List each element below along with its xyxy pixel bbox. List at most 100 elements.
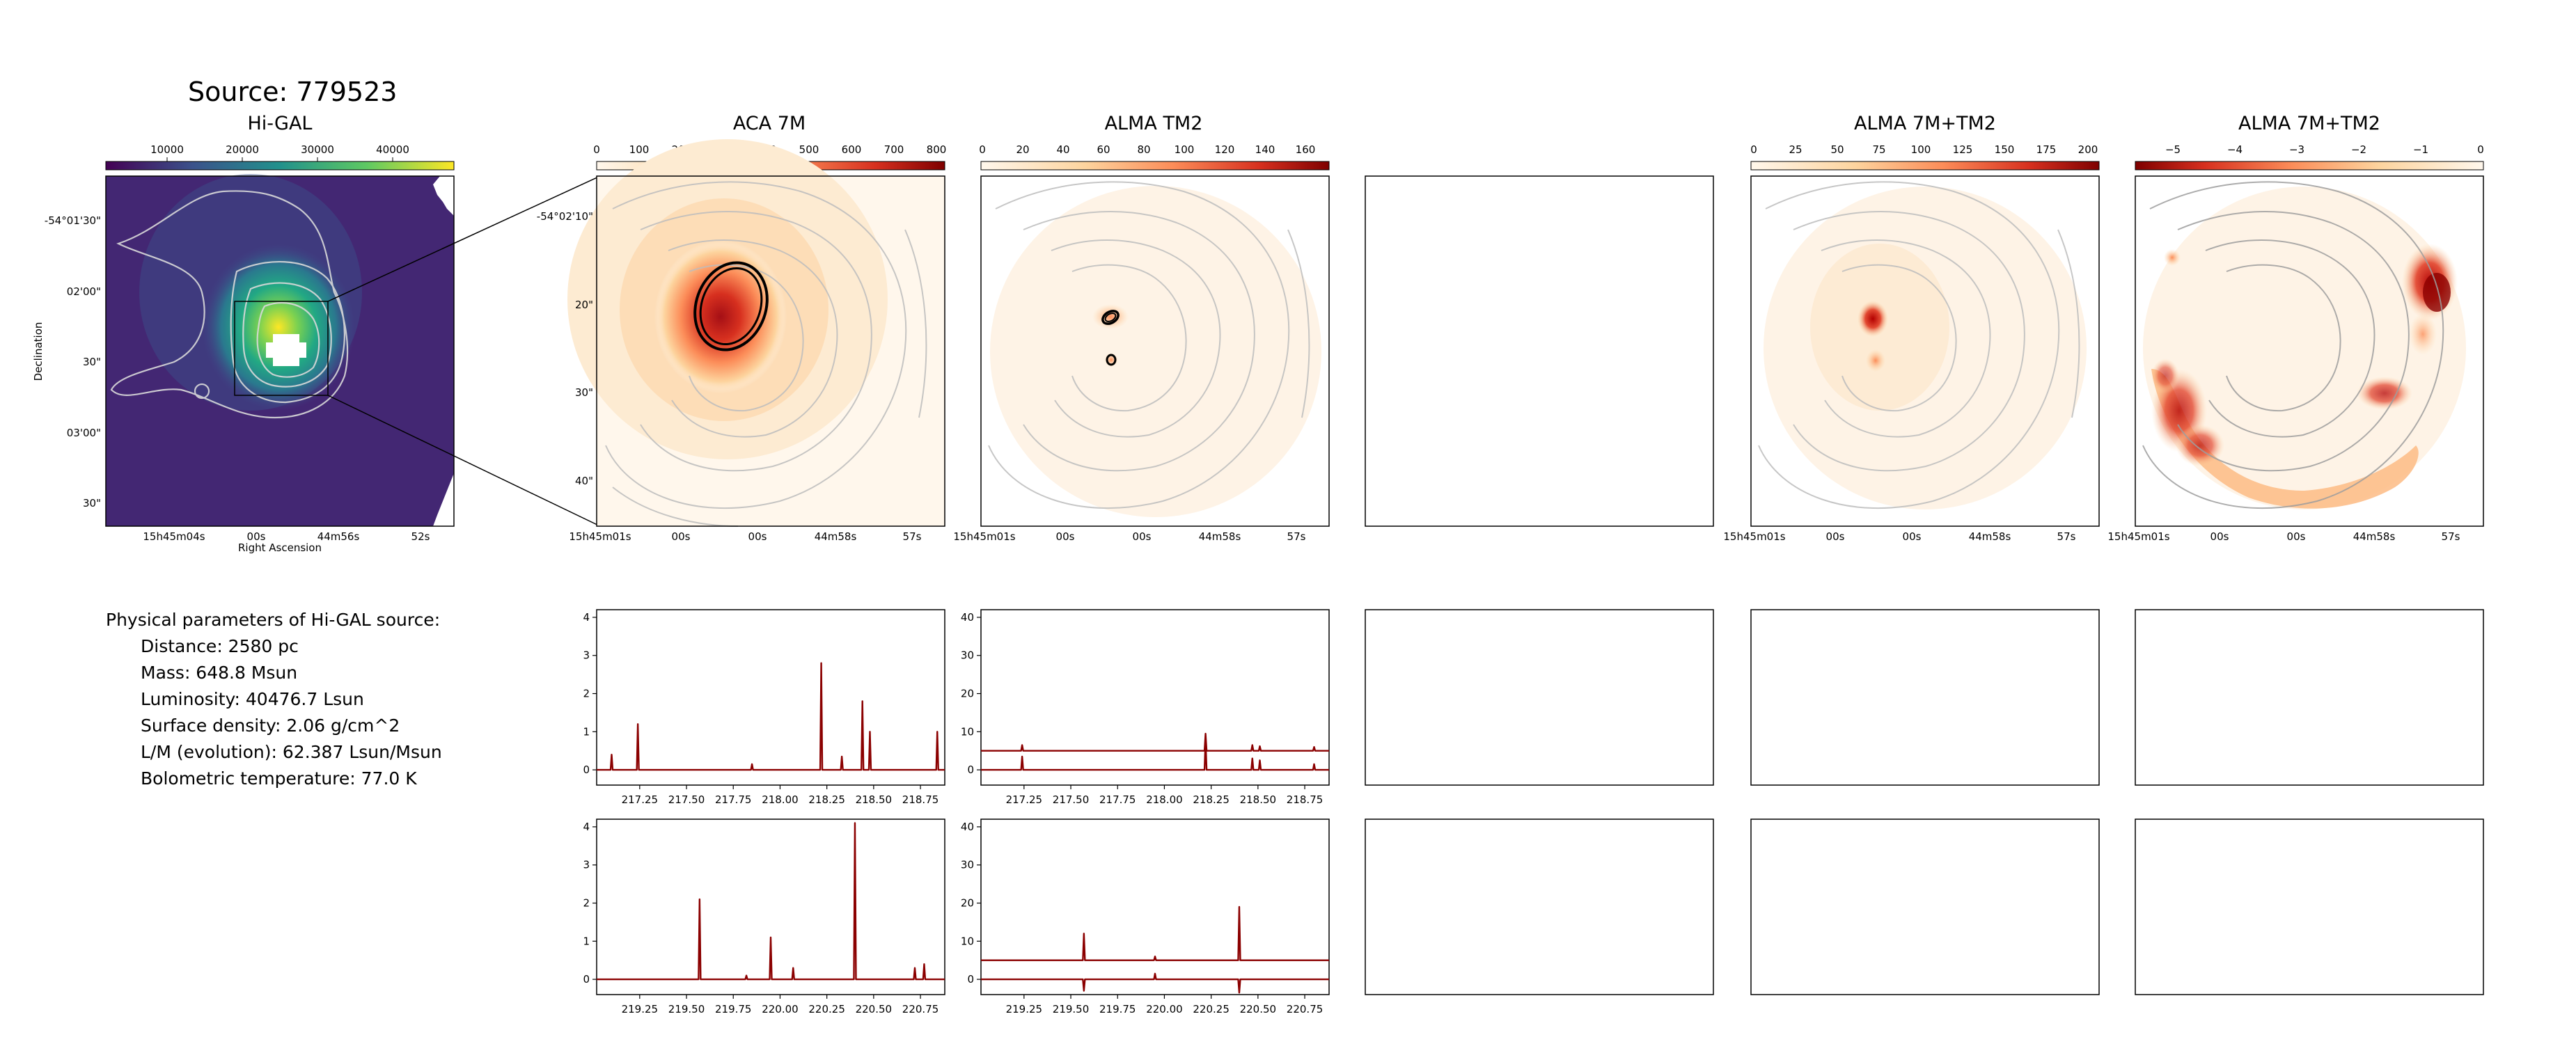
combined-cbar-tick: 175 [2036,143,2057,156]
residual-cbar-tick: −5 [2165,143,2181,156]
spectrum-xtick-label: 217.75 [1099,793,1136,806]
residual-colorbar [2135,161,2484,171]
residual-xtick: 44m58s [2353,530,2396,543]
spectrum-xtick-label: 218.25 [808,793,845,806]
tm2-cbar-tick: 140 [1255,143,1275,156]
tm2-cbar-tick: 60 [1097,143,1110,156]
spectrum-xtick-label: 218.00 [1146,793,1183,806]
combined-cbar-tick: 100 [1911,143,1931,156]
spectrum-plot: 219.25 219.50 219.75 220.00 220.25 220.50 220.… [961,821,1329,1015]
spectrum-xtick-label: 220.00 [762,1003,799,1015]
aca7m-cbar-tick: 800 [927,143,947,156]
spectrum-xtick-label: 217.50 [1053,793,1090,806]
spectrum-frame-empty [1750,609,2100,786]
spectrum-ytick-label: 40 [961,821,974,833]
higal-cbar-tick: 30000 [301,143,334,156]
spectrum-xtick-label: 218.50 [856,793,893,806]
spectrum-xtick-label: 219.50 [668,1003,705,1015]
residual-colorbar-ticks: −5 −4 −3 −2 −1 0 [2165,143,2484,156]
spectrum-ytick-label: 4 [583,611,590,624]
residual-frame [2135,175,2484,527]
spectrum-xtick-label: 217.50 [668,793,705,806]
tm2-frame [980,175,1330,527]
spectrum-ytick-label: 10 [961,935,974,947]
tm2-cbar-tick: 80 [1137,143,1150,156]
combined-colorbar-ticks: 0 25 50 75 100 125 150 175 200 [1750,143,2098,156]
combined-cbar-tick: 25 [1789,143,1802,156]
aca7m-title: ACA 7M [733,113,806,134]
residual-cbar-tick: −2 [2351,143,2366,156]
higal-ylabel: Declination [32,322,45,381]
tm2-xticks: 15h45m01s 00s 00s 44m58s 57s [953,530,1305,543]
spectrum-ytick-label: 0 [583,764,590,776]
spectrum-xtick-label: 218.00 [762,793,799,806]
residual-cbar-tick: −1 [2413,143,2428,156]
higal-ytick: -54°01'30" [45,214,101,227]
combined-cbar-tick: 0 [1750,143,1757,156]
spectrum-ytick-label: 0 [967,764,974,776]
physical-surface-density: Surface density: 2.06 g/cm^2 [141,715,400,736]
aca7m-cbar-tick: 0 [593,143,600,156]
tm2-xtick: 00s [1133,530,1152,543]
aca7m-ytick: 40" [575,475,593,487]
spectrum-series-line [981,732,1329,752]
combined-xtick: 00s [1903,530,1922,543]
aca7m-cbar-tick: 100 [629,143,650,156]
higal-xticks: 15h45m04s 00s 44m56s 52s [143,530,430,543]
tm2-xtick: 00s [1056,530,1075,543]
aca7m-frame [596,175,945,527]
spectrum-xtick-label: 220.50 [1240,1003,1277,1015]
spectrum-xtick-label: 220.00 [1146,1003,1183,1015]
residual-cbar-tick: −4 [2227,143,2243,156]
tm2-colorbar [980,161,1330,171]
physical-distance: Distance: 2580 pc [141,636,299,656]
spectrum-xtick-label: 219.75 [715,1003,752,1015]
physical-tbol: Bolometric temperature: 77.0 K [141,768,417,789]
higal-cbar-tick: 10000 [150,143,184,156]
aca7m-xtick: 44m58s [815,530,857,543]
higal-image [106,174,454,526]
physical-parameters: Physical parameters of Hi-GAL source: Di… [106,607,442,792]
spectrum-ytick-label: 30 [961,649,974,662]
spectra-layer: 217.25 217.50 217.75 218.00 218.25 218.50 218.… [583,611,1329,1015]
tm2-xtick: 15h45m01s [953,530,1015,543]
residual-xtick: 00s [2210,530,2229,543]
spectrum-plot: 217.25 217.50 217.75 218.00 218.25 218.50 218.… [961,611,1329,806]
spectrum-xtick-label: 217.25 [622,793,659,806]
spectrum-frame-empty [2135,609,2484,786]
spectrum-xtick-label: 218.25 [1193,793,1230,806]
spectrum-ytick-label: 30 [961,859,974,871]
residual-title: ALMA 7M+TM2 [2238,113,2380,134]
aca7m-xtick: 00s [672,530,691,543]
combined-title: ALMA 7M+TM2 [1854,113,1996,134]
higal-yticks: -54°01'30" 02'00" 30" 03'00" 30" [45,214,101,509]
tm2-cbar-tick: 0 [979,143,986,156]
combined-xtick: 57s [2057,530,2076,543]
spectrum-ytick-label: 10 [961,725,974,738]
spectrum-xtick-label: 217.75 [715,793,752,806]
spectrum-frame-empty [1750,818,2100,995]
spectrum-ytick-label: 1 [583,935,590,947]
residual-xticks: 15h45m01s 00s 00s 44m58s 57s [2107,530,2460,543]
tm2-xtick: 57s [1287,530,1306,543]
higal-ytick: 03'00" [67,427,101,439]
higal-xtick: 52s [411,530,430,543]
spectrum-ytick-label: 1 [583,725,590,738]
spectrum-ytick-label: 20 [961,897,974,910]
spectrum-xtick-label: 218.75 [902,793,939,806]
spectrum-ytick-label: 4 [583,821,590,833]
combined-cbar-tick: 50 [1830,143,1844,156]
higal-ytick: 02'00" [67,285,101,298]
spectrum-xtick-label: 220.75 [1287,1003,1324,1015]
aca7m-xtick: 00s [748,530,767,543]
aca7m-cbar-tick: 500 [799,143,819,156]
empty-image-panel [1365,175,1714,527]
combined-xtick: 00s [1826,530,1845,543]
higal-colorbar-ticks: 10000 20000 30000 40000 [150,143,409,161]
spectrum-ytick-label: 20 [961,688,974,700]
tm2-title: ALMA TM2 [1105,113,1203,134]
combined-cbar-tick: 125 [1953,143,1973,156]
aca7m-xtick: 15h45m01s [569,530,631,543]
physical-luminosity: Luminosity: 40476.7 Lsun [141,689,364,709]
higal-cbar-tick: 40000 [376,143,409,156]
